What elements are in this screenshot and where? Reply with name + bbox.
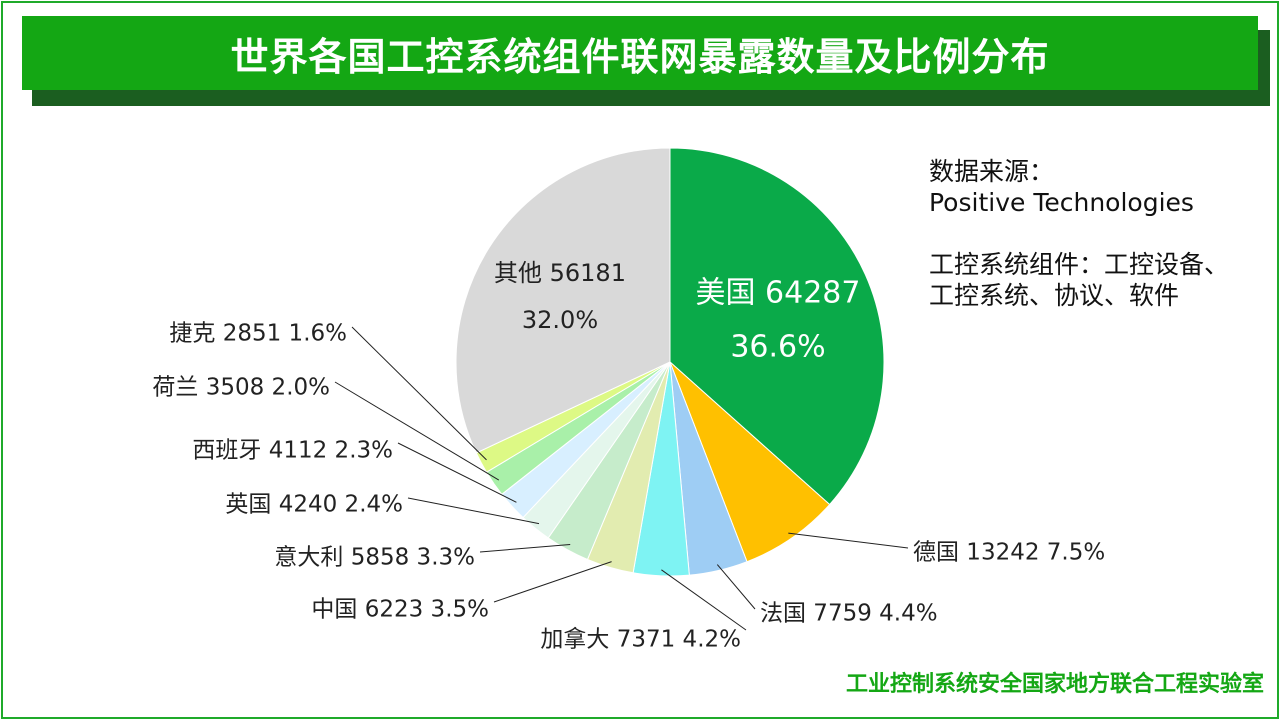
slice-label-10: 其他 56181 xyxy=(494,259,626,287)
leader-line-4 xyxy=(493,561,612,603)
slice-label-0: 美国 64287 xyxy=(696,276,861,311)
page-title: 世界各国工控系统组件联网暴露数量及比例分布 xyxy=(230,34,1050,79)
source-label: 数据来源： xyxy=(929,157,1055,186)
source-note: 数据来源： Positive Technologies 工控系统组件：工控设备、… xyxy=(929,156,1269,311)
component-line-1: 工控系统组件：工控设备、 xyxy=(929,250,1230,279)
slice-label-2: 法国 7759 4.4% xyxy=(760,601,938,627)
slice-label-5: 意大利 5858 3.3% xyxy=(274,545,475,571)
footer-lab-name: 工业控制系统安全国家地方联合工程实验室 xyxy=(845,672,1264,697)
leader-line-3 xyxy=(661,569,747,631)
leader-line-7 xyxy=(397,442,517,503)
slice-label-4: 中国 6223 3.5% xyxy=(311,597,489,623)
leader-line-2 xyxy=(716,564,756,610)
leader-line-1 xyxy=(788,532,909,549)
component-line-2: 工控系统、协议、软件 xyxy=(929,281,1180,310)
slice-label-3: 加拿大 7371 4.2% xyxy=(540,626,741,653)
leader-line-6 xyxy=(407,497,540,525)
pie-slice-0 xyxy=(669,147,885,506)
title-bar: 世界各国工控系统组件联网暴露数量及比例分布 xyxy=(22,16,1258,90)
slice-label-7: 西班牙 4112 2.3% xyxy=(192,438,393,464)
leader-line-5 xyxy=(479,544,571,553)
pie-slice-10 xyxy=(455,147,671,454)
leader-line-9 xyxy=(351,326,487,461)
pie-slice-1 xyxy=(669,361,831,563)
slice-label-6: 英国 4240 2.4% xyxy=(225,492,403,518)
slice-label-8: 荷兰 3508 2.0% xyxy=(152,375,330,401)
slice-label-9: 捷克 2851 1.6% xyxy=(169,321,347,347)
source-value: Positive Technologies xyxy=(929,188,1194,217)
slice-label-1: 德国 13242 7.5% xyxy=(913,540,1105,566)
leader-line-8 xyxy=(334,381,500,481)
slice-percent-10: 32.0% xyxy=(522,306,598,334)
slice-percent-0: 36.6% xyxy=(730,330,825,365)
